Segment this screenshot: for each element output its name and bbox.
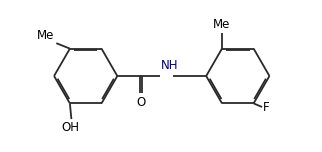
Text: Me: Me xyxy=(37,29,54,42)
Text: O: O xyxy=(136,96,146,109)
Text: F: F xyxy=(263,100,270,114)
Text: NH: NH xyxy=(161,59,179,72)
Text: OH: OH xyxy=(62,121,80,134)
Text: Me: Me xyxy=(213,18,231,31)
